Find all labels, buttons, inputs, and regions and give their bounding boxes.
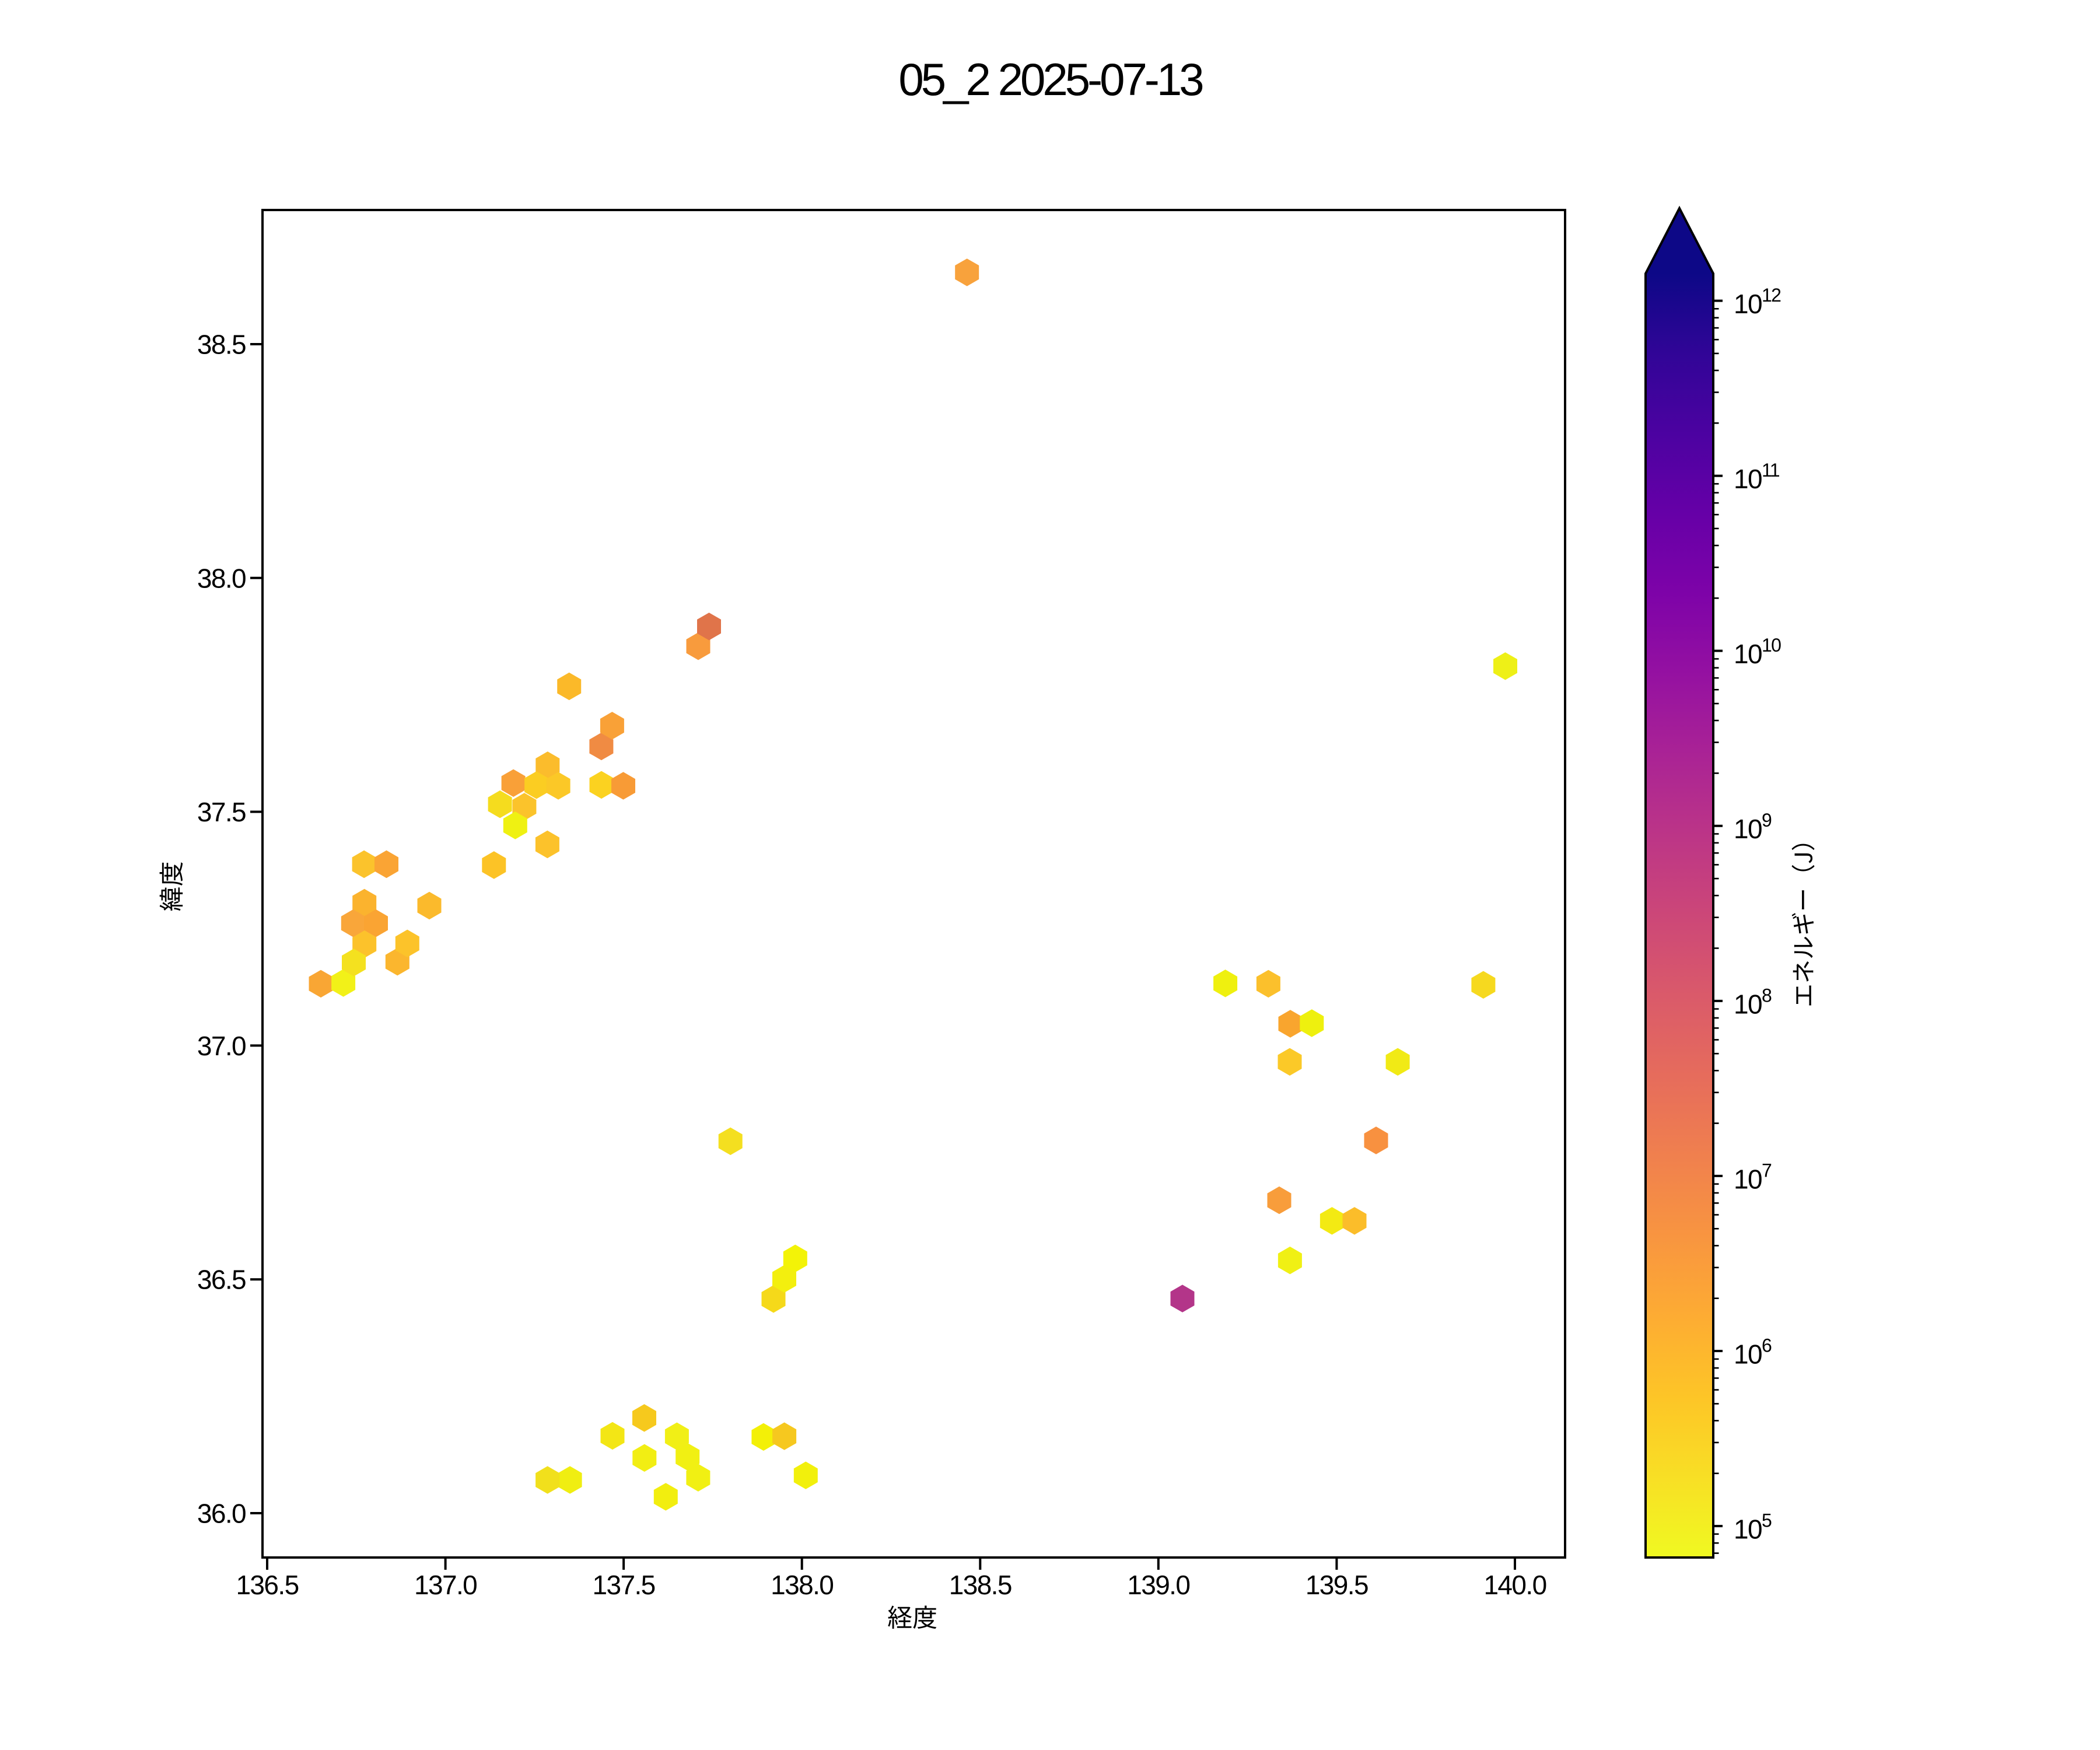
svg-text:138.5: 138.5 xyxy=(949,1570,1012,1600)
svg-text:105: 105 xyxy=(1734,1510,1772,1545)
svg-text:36.0: 36.0 xyxy=(197,1499,246,1529)
svg-text:38.0: 38.0 xyxy=(197,563,246,593)
svg-text:37.5: 37.5 xyxy=(197,797,246,827)
svg-text:05_2 2025-07-13: 05_2 2025-07-13 xyxy=(898,54,1202,105)
svg-text:1012: 1012 xyxy=(1734,285,1781,319)
svg-text:1010: 1010 xyxy=(1734,635,1781,669)
svg-text:109: 109 xyxy=(1734,810,1772,844)
svg-text:137.0: 137.0 xyxy=(414,1570,477,1600)
svg-text:107: 107 xyxy=(1734,1160,1772,1194)
svg-text:138.0: 138.0 xyxy=(771,1570,833,1600)
svg-text:36.5: 36.5 xyxy=(197,1265,246,1295)
svg-text:140.0: 140.0 xyxy=(1483,1570,1546,1600)
svg-text:137.5: 137.5 xyxy=(593,1570,655,1600)
svg-text:139.0: 139.0 xyxy=(1127,1570,1189,1600)
svg-text:106: 106 xyxy=(1734,1335,1772,1369)
svg-text:136.5: 136.5 xyxy=(236,1570,298,1600)
svg-text:1011: 1011 xyxy=(1734,460,1780,494)
svg-text:37.0: 37.0 xyxy=(197,1031,246,1061)
svg-text:108: 108 xyxy=(1734,985,1772,1019)
svg-text:38.5: 38.5 xyxy=(197,330,246,360)
svg-text:139.5: 139.5 xyxy=(1306,1570,1368,1600)
